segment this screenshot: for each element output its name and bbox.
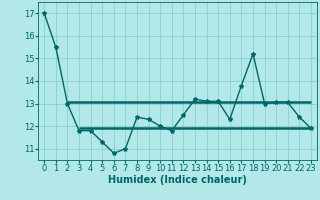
- X-axis label: Humidex (Indice chaleur): Humidex (Indice chaleur): [108, 175, 247, 185]
